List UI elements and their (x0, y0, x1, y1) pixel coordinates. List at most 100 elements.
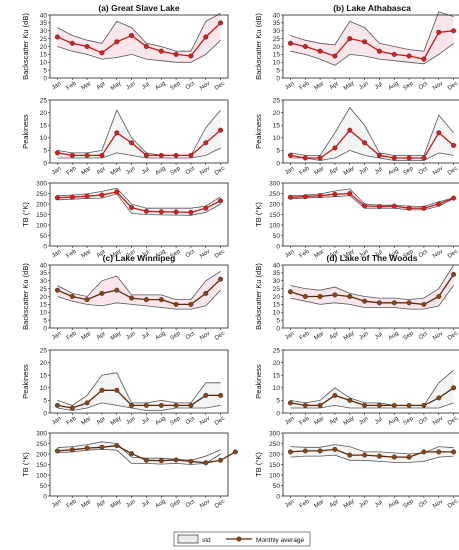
std-upper-line (290, 264, 454, 301)
average-point (391, 51, 397, 57)
average-point (376, 48, 382, 54)
y-tick-label: 0 (43, 410, 47, 417)
x-tick-label: Feb (299, 165, 311, 176)
average-point (203, 205, 209, 211)
x-tick-label: Aug (388, 166, 400, 177)
y-tick-label: 25 (273, 36, 281, 43)
x-tick-label: May (343, 248, 356, 259)
x-tick-label: Jun (358, 331, 369, 341)
average-point (158, 458, 164, 464)
y-tick-label: 200 (36, 451, 47, 458)
average-point (173, 457, 179, 463)
x-tick-label: May (110, 248, 123, 259)
average-point (421, 301, 427, 307)
x-tick-label: Jun (358, 499, 369, 509)
average-point (287, 400, 293, 406)
average-point (391, 203, 397, 209)
y-tick-label: 200 (269, 201, 280, 208)
legend-average-marker (236, 536, 242, 542)
x-tick-label: Mar (314, 331, 326, 342)
average-point (158, 152, 164, 158)
average-point (451, 28, 457, 34)
average-point (69, 40, 75, 46)
average-point (143, 208, 149, 214)
average-point (421, 205, 427, 211)
x-tick-label: Apr (329, 499, 340, 509)
std-lower-line (290, 402, 454, 409)
average-line (290, 30, 454, 60)
average-point (362, 140, 368, 146)
legend-std-swatch (177, 534, 199, 544)
y-tick-label: 15 (273, 123, 281, 130)
x-tick-label: Dec (214, 166, 226, 177)
average-point (362, 298, 368, 304)
x-tick-label: Jan (51, 499, 62, 509)
y-tick-label: 250 (269, 191, 280, 198)
average-point (302, 294, 308, 300)
average-point (129, 205, 135, 211)
y-tick-label: 25 (273, 286, 281, 293)
x-tick-label: Jun (358, 166, 369, 176)
x-tick-label: Mar (314, 249, 326, 260)
x-tick-label: Feb (299, 248, 311, 259)
y-tick-label: 0 (276, 493, 280, 500)
x-tick-label: Jul (141, 417, 151, 426)
average-point (347, 397, 353, 403)
x-tick-label: Sep (169, 330, 182, 341)
average-point (218, 392, 224, 398)
average-point (406, 53, 412, 59)
std-lower-line (290, 454, 454, 463)
std-upper-line (290, 106, 454, 156)
y-tick-label: 100 (36, 222, 47, 229)
average-point (376, 453, 382, 459)
x-tick-label: Feb (299, 498, 311, 509)
y-tick-label: 150 (36, 212, 47, 219)
average-point (302, 194, 308, 200)
x-tick-label: Feb (66, 248, 78, 259)
x-tick-label: Jun (358, 249, 369, 259)
y-tick-label: 15 (273, 373, 281, 380)
y-axis-label: TB (°K) (254, 452, 263, 477)
y-tick-label: 30 (40, 278, 48, 285)
average-point (391, 155, 397, 161)
x-tick-label: Nov (432, 249, 444, 260)
x-tick-label: Feb (299, 415, 311, 426)
average-point (129, 295, 135, 301)
average-line (57, 22, 222, 57)
y-tick-label: 10 (40, 135, 48, 142)
y-tick-label: 300 (269, 430, 280, 437)
average-point (158, 209, 164, 215)
y-tick-label: 5 (276, 148, 280, 155)
y-tick-label: 250 (36, 191, 47, 198)
average-point (347, 452, 353, 458)
average-point (69, 194, 75, 200)
average-point (451, 142, 457, 148)
x-tick-label: Mar (314, 81, 326, 92)
average-point (406, 402, 412, 408)
average-point (188, 209, 194, 215)
chart-title: (b) Lake Athabasca (333, 3, 411, 13)
x-tick-label: Jul (141, 82, 151, 91)
average-point (406, 205, 412, 211)
y-tick-label: 10 (40, 60, 48, 67)
x-tick-label: Jan (51, 81, 62, 91)
y-tick-label: 35 (40, 270, 48, 277)
x-tick-label: Sep (402, 415, 415, 426)
y-tick-label: 150 (269, 212, 280, 219)
y-tick-label: 15 (40, 302, 48, 309)
average-point (173, 152, 179, 158)
x-tick-label: Dec (447, 166, 459, 177)
plot-background (50, 433, 228, 496)
plot-background (283, 183, 459, 246)
x-tick-label: Mar (314, 416, 326, 427)
x-tick-label: Apr (96, 499, 107, 509)
x-tick-label: Jul (141, 167, 151, 176)
x-tick-label: Nov (199, 166, 211, 177)
x-tick-label: Sep (402, 165, 415, 176)
chart-title: (c) Lake Winnipeg (103, 253, 176, 263)
x-tick-label: Jul (374, 82, 384, 91)
average-point (114, 189, 120, 195)
average-point (287, 40, 293, 46)
average-point (436, 130, 442, 136)
